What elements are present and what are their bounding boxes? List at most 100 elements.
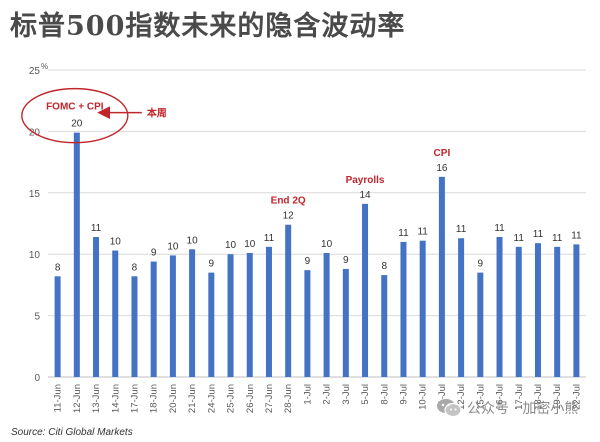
x-tick-label: 18-Jun	[149, 384, 160, 413]
data-label: 8	[381, 261, 387, 272]
watermark: 公众号 · 加密小熊	[436, 398, 578, 418]
data-label: 11	[514, 233, 525, 244]
data-label: 11	[91, 223, 102, 234]
bar	[458, 238, 465, 377]
bar	[342, 268, 349, 377]
bar	[265, 246, 272, 377]
bar	[304, 270, 311, 377]
x-tick-label: 27-Jun	[264, 384, 275, 413]
data-label: 9	[151, 248, 157, 259]
x-tick-label: 13-Jun	[91, 384, 102, 413]
page-title: 标普500指数未来的隐含波动率	[10, 11, 406, 42]
x-tick-label: 14-Jun	[110, 384, 121, 413]
data-label: 11	[571, 230, 582, 241]
x-tick-label: 22-Jul	[571, 384, 582, 410]
x-tick-label: 26-Jun	[245, 384, 256, 413]
bar	[554, 246, 561, 377]
data-label: 9	[343, 255, 349, 266]
bar	[573, 244, 580, 377]
data-label: 11	[552, 233, 563, 244]
x-tick-label: 17-Jun	[129, 384, 140, 413]
bar	[169, 255, 176, 377]
x-tick-label: 1-Jul	[302, 384, 313, 405]
y-tick-label: 25	[29, 66, 41, 77]
bar	[131, 276, 138, 377]
x-tick-label: 12-Jun	[72, 384, 83, 413]
data-label: 10	[187, 235, 199, 246]
data-label: 11	[398, 228, 409, 239]
bar	[362, 203, 369, 377]
x-tick-label: 28-Jun	[283, 384, 294, 413]
x-tick-label: 11-Jun	[53, 384, 64, 412]
bar	[477, 272, 484, 377]
x-axis-ticks: 11-Jun 12-Jun 13-Jun 14-Jun 17-Jun 18-Jun 20-J…	[53, 384, 583, 413]
bar	[93, 237, 100, 377]
data-label: 9	[209, 259, 215, 270]
data-label: 8	[132, 262, 138, 273]
annotation-label: Payrolls	[346, 175, 385, 186]
x-tick-label: 2-Jul	[322, 384, 333, 405]
data-label: 16	[436, 163, 448, 174]
x-tick-label: 15-Jul	[475, 384, 486, 410]
x-tick-label: 25-Jun	[226, 384, 237, 413]
y-tick-label: 10	[29, 250, 41, 261]
bar	[438, 176, 445, 377]
data-label: 11	[533, 229, 544, 240]
data-labels: 8 20 11 10 8 9 10 10 9 10 10 11 12 9 10 9 14 8 11 11 16 11 9 11…	[55, 119, 582, 274]
x-tick-label: 16-Jul	[495, 384, 506, 410]
y-tick-label: 15	[29, 189, 41, 200]
bars	[54, 132, 580, 377]
bar	[246, 252, 253, 377]
data-label: 9	[305, 256, 311, 267]
data-label: 12	[283, 211, 295, 222]
x-tick-label: 17-Jul	[514, 384, 525, 410]
x-tick-label: 18-Jul	[533, 384, 544, 410]
bar	[323, 252, 330, 377]
annotations: FOMC + CPI 本周 End 2Q Payrolls CPI	[21, 87, 451, 207]
bar	[515, 246, 522, 377]
bar	[285, 224, 292, 377]
data-label: 11	[456, 224, 467, 235]
x-tick-label: 5-Jul	[360, 384, 371, 405]
data-label: 11	[264, 233, 275, 244]
bar	[419, 240, 426, 377]
y-tick-label: 0	[34, 373, 40, 384]
annotation-label: 本周	[147, 107, 167, 120]
data-label: 11	[494, 223, 505, 234]
bar	[381, 275, 388, 377]
x-tick-label: 8-Jul	[379, 384, 390, 405]
bar	[208, 272, 215, 377]
data-label: 9	[478, 259, 484, 270]
x-tick-label: 24-Jun	[206, 384, 217, 413]
x-tick-label: 20-Jun	[168, 384, 179, 413]
x-tick-label: 21-Jun	[187, 384, 198, 413]
bar	[150, 261, 157, 377]
source-note: Source: Citi Global Markets	[11, 427, 133, 438]
x-tick-label: 10-Jul	[418, 384, 429, 410]
x-tick-label: 9-Jul	[398, 384, 409, 405]
data-label: 10	[167, 241, 179, 252]
data-label: 10	[110, 237, 122, 248]
x-tick-label: 3-Jul	[341, 384, 352, 405]
bar	[534, 243, 541, 377]
data-label: 8	[55, 262, 61, 273]
bar	[54, 276, 61, 377]
data-label: 10	[321, 239, 333, 250]
x-tick-label: 19-Jul	[552, 384, 563, 410]
bar	[189, 249, 196, 377]
fomc-circle	[21, 87, 129, 144]
data-label: 10	[244, 239, 256, 250]
annotation-label: CPI	[434, 148, 451, 159]
bar	[112, 250, 119, 377]
annotation-label: FOMC + CPI	[46, 102, 104, 113]
bar	[73, 132, 80, 377]
bar	[496, 237, 503, 377]
watermark-text: 公众号 · 加密小熊	[467, 401, 579, 417]
data-label: 20	[71, 119, 83, 130]
y-unit-label: %	[41, 62, 48, 71]
data-label: 10	[225, 240, 237, 251]
gridlines	[48, 69, 586, 378]
x-tick-label: 12-Jul	[456, 384, 467, 410]
y-tick-label: 5	[34, 312, 40, 323]
